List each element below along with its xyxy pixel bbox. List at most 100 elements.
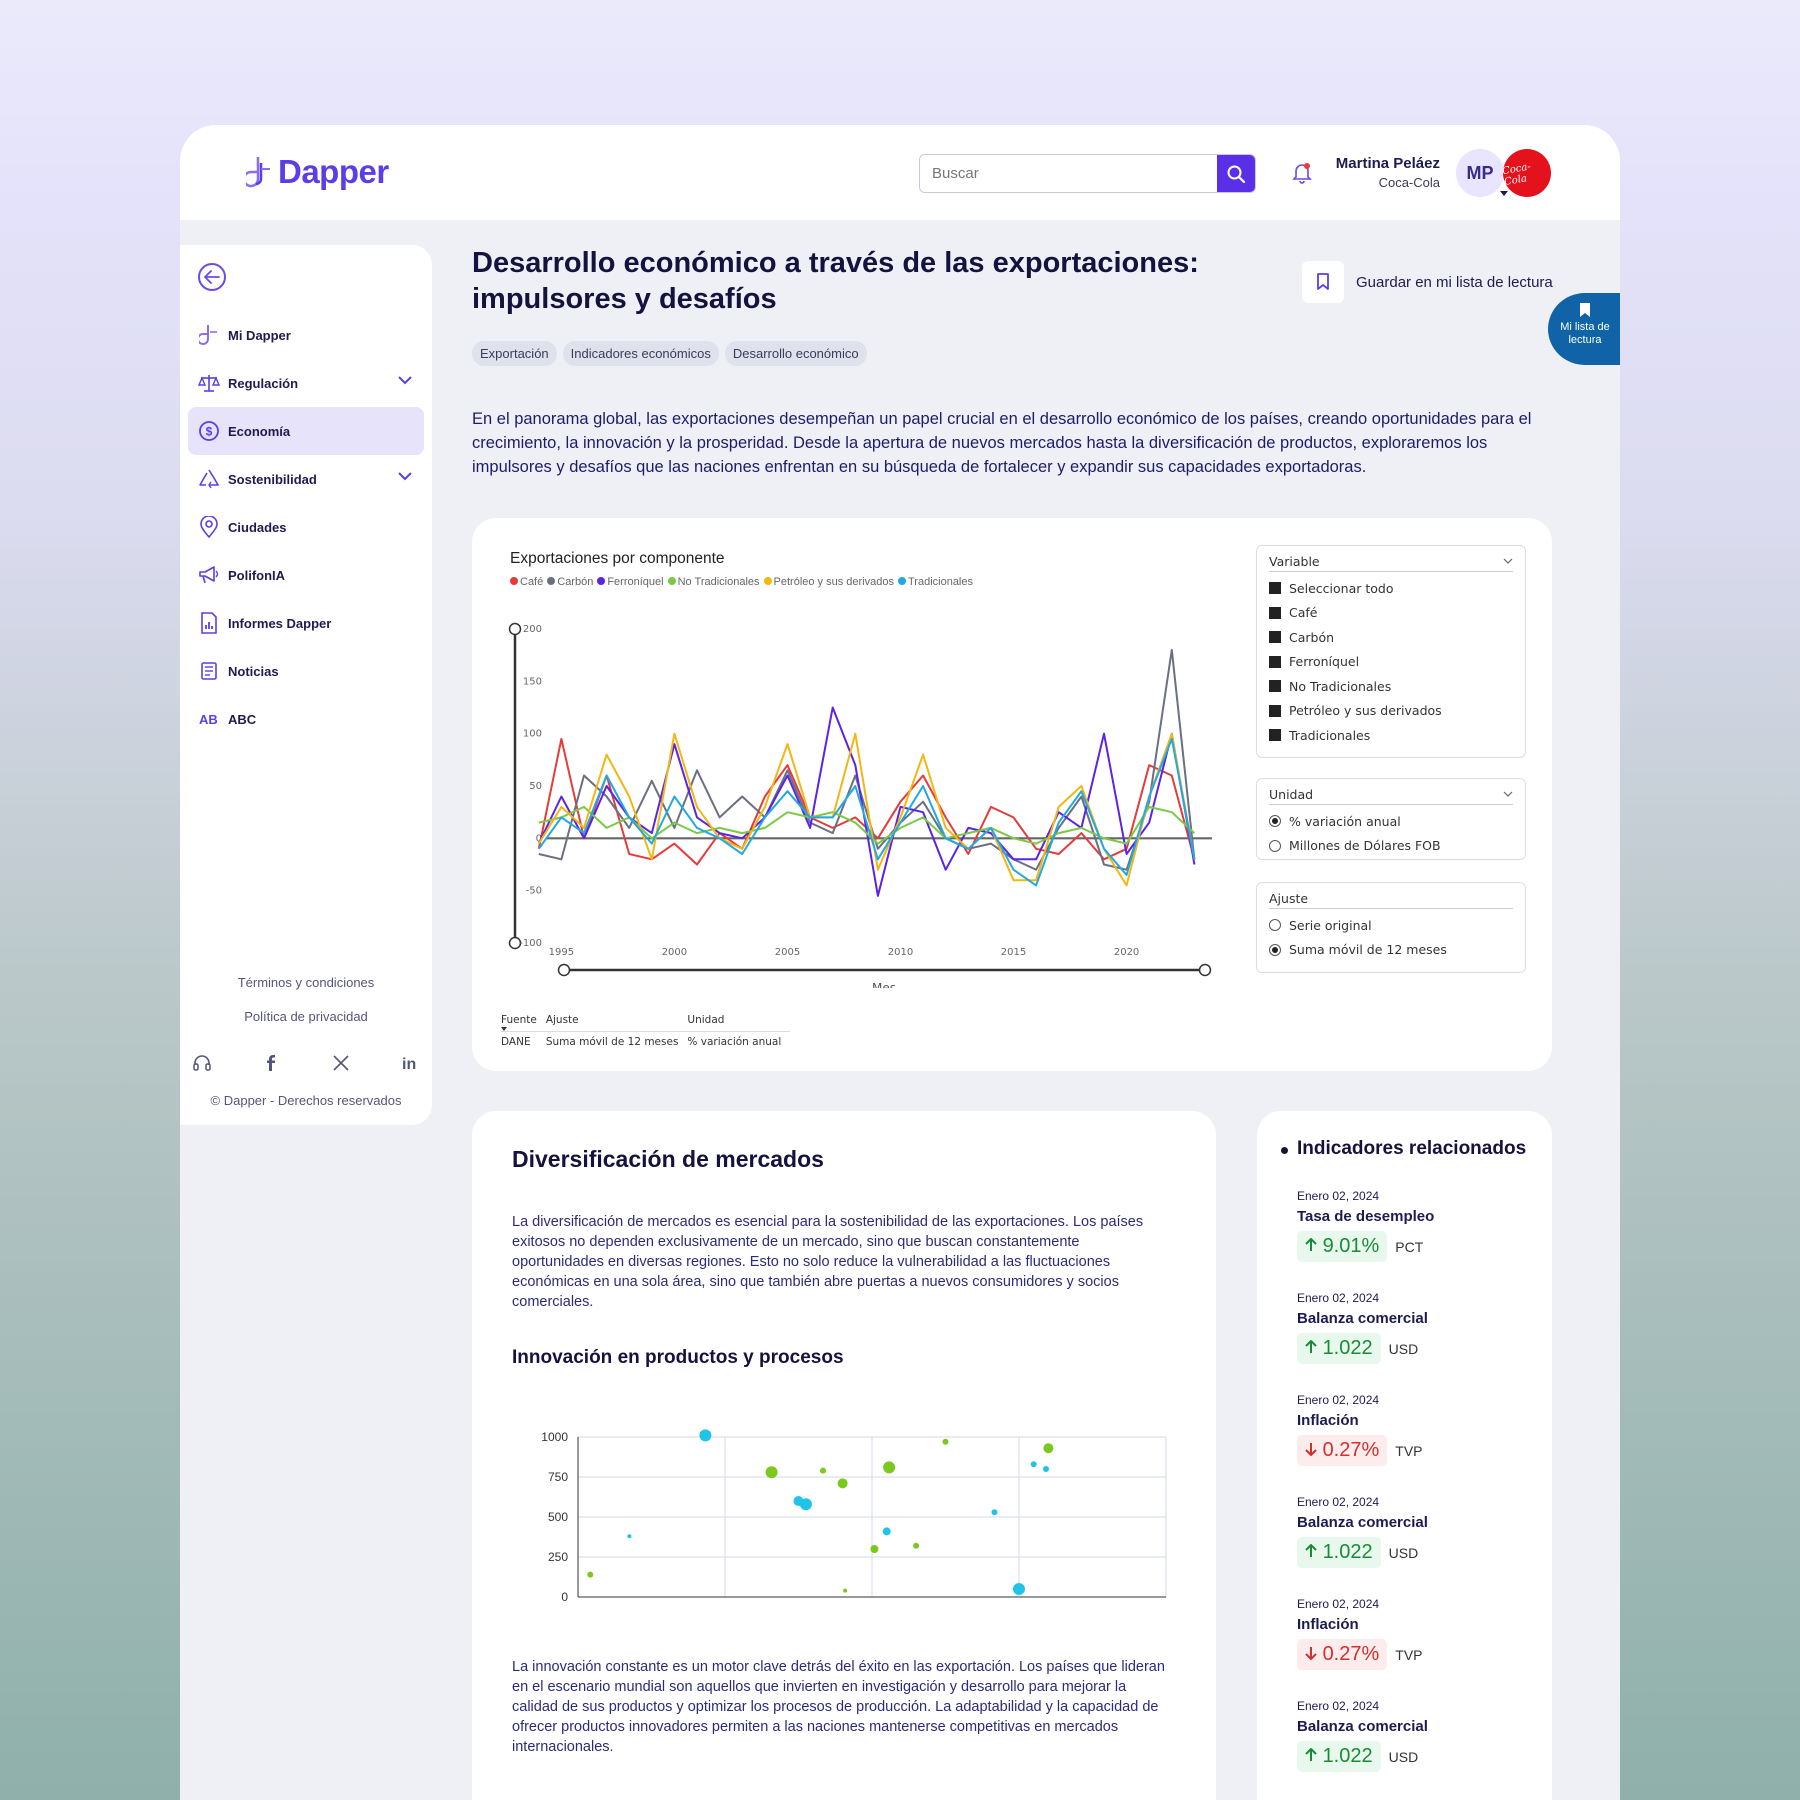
arrow-up-icon [1305, 1543, 1317, 1557]
tag[interactable]: Exportación [472, 341, 557, 366]
news-icon [198, 660, 220, 682]
svg-text:AB: AB [199, 712, 218, 727]
indicator-date: Enero 02, 2024 [1297, 1291, 1380, 1305]
ajuste-filter: Ajuste Serie original Suma móvil de 12 m… [1256, 882, 1526, 973]
y-tick-label: 500 [548, 1510, 568, 1524]
checkbox[interactable] [1269, 655, 1281, 668]
checkbox[interactable] [1269, 631, 1281, 644]
scatter-point [1030, 1461, 1037, 1468]
checkbox[interactable] [1269, 704, 1281, 717]
filter-option-select-all[interactable]: Seleccionar todo [1269, 576, 1513, 601]
checkbox[interactable] [1269, 582, 1281, 595]
chevron-down-icon[interactable] [398, 375, 412, 385]
social-links: in [192, 1053, 420, 1073]
filter-option-ferroniquel[interactable]: Ferroníquel [1269, 650, 1513, 675]
indicator-item[interactable]: Enero 02, 2024 Balanza comercial 1.022 USD [1297, 1699, 1537, 1772]
checkbox[interactable] [1269, 680, 1281, 693]
indicator-item[interactable]: Enero 02, 2024 Balanza comercial 1.022 USD [1297, 1495, 1537, 1568]
radio[interactable] [1269, 839, 1281, 852]
dapper-logo[interactable]: Dapper [246, 153, 389, 191]
headset-icon[interactable] [192, 1053, 212, 1073]
sidebar-item-regulacion[interactable]: Regulación [188, 359, 424, 407]
radio-selected[interactable] [1269, 943, 1281, 956]
filter-option-carbon[interactable]: Carbón [1269, 625, 1513, 650]
x-range-slider-handle-right [1198, 963, 1212, 977]
chevron-down-icon[interactable] [398, 471, 412, 481]
y-tick-label: 150 [523, 676, 542, 687]
legend-item-carbon[interactable]: Carbón [547, 576, 593, 588]
filter-option-tradicionales[interactable]: Tradicionales [1269, 723, 1513, 748]
filter-option-petroleo[interactable]: Petróleo y sus derivados [1269, 699, 1513, 724]
unidad-option[interactable]: % variación anual [1269, 809, 1513, 834]
bookmark-icon [1317, 273, 1329, 290]
radio[interactable] [1269, 919, 1281, 932]
terms-link[interactable]: Términos y condiciones [237, 975, 375, 990]
reading-list-badge[interactable]: Mi lista de lectura [1548, 293, 1620, 365]
legend-dot [897, 577, 906, 585]
checkbox[interactable] [1269, 606, 1281, 619]
indicator-value-row: 0.27% TVP [1297, 1639, 1537, 1670]
radio-selected[interactable] [1269, 815, 1281, 828]
indicator-item[interactable]: Enero 02, 2024 Inflación 0.27% TVP [1297, 1597, 1537, 1670]
unidad-option[interactable]: Millones de Dólares FOB [1269, 834, 1513, 859]
sidebar-item-ciudades[interactable]: Ciudades [188, 503, 424, 551]
sidebar-item-noticias[interactable]: Noticias [188, 647, 424, 695]
sidebar-item-polifonia[interactable]: PolifonIA [188, 551, 424, 599]
exports-chart-card: Exportaciones por componente Café Carbón F… [472, 518, 1552, 1071]
x-twitter-icon[interactable] [331, 1053, 351, 1073]
sidebar-item-economia[interactable]: $ Economía [188, 407, 424, 455]
search-button[interactable] [1217, 155, 1255, 192]
user-info[interactable]: Martina Peláez Coca-Cola [1330, 155, 1440, 190]
legend-item-tradicionales[interactable]: Tradicionales [897, 576, 973, 588]
scatter-point [843, 1588, 848, 1593]
sidebar-item-abc[interactable]: AB ABC [188, 695, 424, 743]
avatar[interactable]: MP [1456, 149, 1504, 197]
sidebar-item-informes[interactable]: Informes Dapper [188, 599, 424, 647]
search-input[interactable] [920, 155, 1215, 192]
indicator-item[interactable]: Enero 02, 2024 Inflación 0.27% TVP [1297, 1393, 1537, 1466]
chevron-down-icon[interactable] [1503, 558, 1513, 565]
y-tick-label: 0 [561, 1590, 568, 1601]
legend-item-ferroniquel[interactable]: Ferroníquel [597, 576, 664, 588]
legend-item-no-tradicionales[interactable]: No Tradicionales [667, 576, 760, 588]
facebook-icon[interactable] [261, 1053, 281, 1073]
indicator-item[interactable]: Enero 02, 2024 Balanza comercial 1.022 USD [1297, 1291, 1537, 1364]
filter-option-no-tradicionales[interactable]: No Tradicionales [1269, 674, 1513, 699]
sidebar-item-mi-dapper[interactable]: Mi Dapper [188, 311, 424, 359]
unidad-filter-header[interactable]: Unidad [1269, 787, 1513, 805]
legend-item-petroleo-y-sus-derivados[interactable]: Petróleo y sus derivados [763, 576, 894, 588]
chevron-down-icon[interactable] [1503, 791, 1513, 798]
privacy-link[interactable]: Política de privacidad [244, 1009, 368, 1024]
filter-option-cafe[interactable]: Café [1269, 601, 1513, 626]
sidebar-item-sostenibilidad[interactable]: Sostenibilidad [188, 455, 424, 503]
ajuste-option[interactable]: Serie original [1269, 913, 1513, 938]
y-tick-label: 50 [529, 781, 542, 792]
option-label: Café [1289, 605, 1318, 621]
save-to-reading-list-button[interactable]: Guardar en mi lista de lectura [1302, 261, 1553, 303]
scatter-point [820, 1467, 826, 1474]
search-box [919, 154, 1256, 193]
indicator-item[interactable]: Enero 02, 2024 Tasa de desempleo 9.01% PCT [1297, 1189, 1537, 1262]
option-label: Tradicionales [1289, 727, 1371, 743]
caret-down-icon[interactable] [1500, 191, 1508, 196]
sort-caret-icon [501, 1027, 507, 1031]
back-button[interactable] [198, 263, 226, 291]
page-title: Desarrollo económico a través de las exp… [472, 247, 1199, 315]
variable-filter-header[interactable]: Variable [1269, 554, 1513, 572]
checkbox[interactable] [1269, 729, 1281, 742]
source-table: Fuente Ajuste Unidad DANE Suma móvil de … [501, 1010, 791, 1048]
indicator-value-badge: 0.27% [1297, 1639, 1388, 1670]
tag[interactable]: Indicadores económicos [562, 341, 719, 366]
series-line-carbon [538, 648, 1196, 871]
notifications-button[interactable] [1292, 162, 1312, 189]
search-icon [1227, 165, 1246, 183]
unidad-filter-label: Unidad [1269, 787, 1314, 802]
y-tick-label: -50 [526, 886, 542, 897]
sidebar-item-label: Regulación [228, 375, 299, 391]
tag[interactable]: Desarrollo económico [724, 341, 867, 366]
legend-item-cafe[interactable]: Café [510, 576, 543, 588]
recycle-icon [198, 468, 220, 490]
meta-header-fuente[interactable]: Fuente [501, 1010, 546, 1032]
linkedin-icon[interactable]: in [400, 1053, 420, 1073]
ajuste-option[interactable]: Suma móvil de 12 meses [1269, 938, 1513, 963]
